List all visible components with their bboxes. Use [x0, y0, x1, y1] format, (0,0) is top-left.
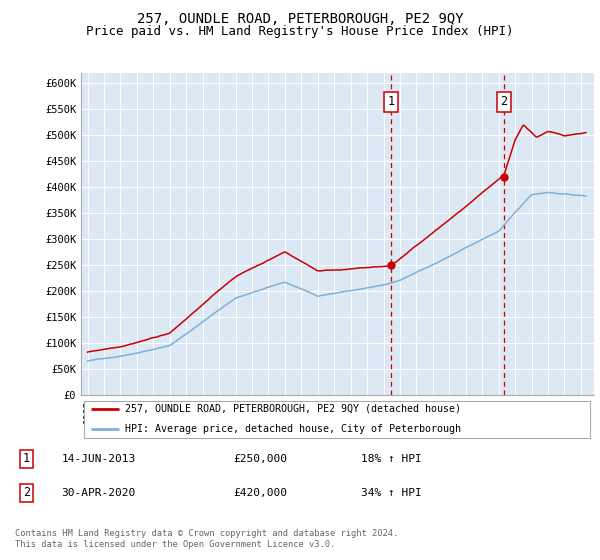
Text: 34% ↑ HPI: 34% ↑ HPI	[361, 488, 422, 498]
FancyBboxPatch shape	[83, 401, 590, 438]
Text: 14-JUN-2013: 14-JUN-2013	[61, 454, 136, 464]
Text: £250,000: £250,000	[233, 454, 287, 464]
Text: 1: 1	[23, 452, 30, 465]
Text: HPI: Average price, detached house, City of Peterborough: HPI: Average price, detached house, City…	[125, 424, 461, 434]
Text: 257, OUNDLE ROAD, PETERBOROUGH, PE2 9QY (detached house): 257, OUNDLE ROAD, PETERBOROUGH, PE2 9QY …	[125, 404, 461, 414]
Text: 257, OUNDLE ROAD, PETERBOROUGH, PE2 9QY: 257, OUNDLE ROAD, PETERBOROUGH, PE2 9QY	[137, 12, 463, 26]
Text: Contains HM Land Registry data © Crown copyright and database right 2024.
This d: Contains HM Land Registry data © Crown c…	[15, 529, 398, 549]
Text: 30-APR-2020: 30-APR-2020	[61, 488, 136, 498]
Text: £420,000: £420,000	[233, 488, 287, 498]
Text: 18% ↑ HPI: 18% ↑ HPI	[361, 454, 422, 464]
Text: 1: 1	[388, 95, 395, 108]
Text: Price paid vs. HM Land Registry's House Price Index (HPI): Price paid vs. HM Land Registry's House …	[86, 25, 514, 38]
Text: 2: 2	[500, 95, 508, 108]
Text: 2: 2	[23, 486, 30, 500]
